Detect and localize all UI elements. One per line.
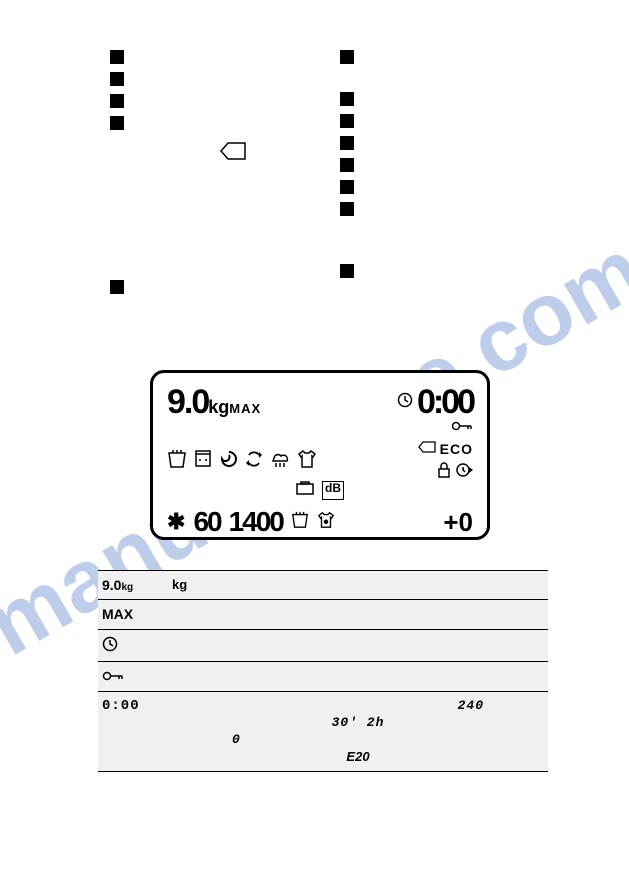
bullet-item (340, 264, 354, 278)
row-clock-icon (102, 636, 172, 655)
back-pentagon-icon (418, 440, 436, 458)
time-value: 0:00 (417, 383, 473, 422)
back-pentagon-icon (220, 142, 246, 165)
clock-icon (397, 392, 413, 413)
asterisk-icon: ✱ (167, 509, 185, 535)
bullet-item (110, 94, 124, 108)
shirt-stain-icon (317, 511, 335, 534)
row-max-icon: MAX (102, 606, 172, 622)
bullet-item (110, 72, 124, 86)
bullets-section (0, 50, 629, 320)
steam-cloud-icon (269, 449, 291, 474)
refresh-icon (245, 449, 263, 474)
table-row (98, 630, 548, 662)
row-load-label: kg (172, 577, 544, 592)
softener-box-icon (193, 449, 213, 474)
display-panel: 9.0kgMAX 0:00 (150, 370, 490, 540)
delay-icon (455, 462, 473, 483)
table-row: 9.0kg kg (98, 570, 548, 600)
mid-icons-row: dB (167, 481, 473, 500)
row-key-icon (102, 668, 172, 684)
spin-spiral-icon (219, 449, 239, 474)
row-load-icon: 9.0kg (102, 577, 172, 593)
load-max-label: MAX (229, 401, 261, 416)
row-time-icon: 0:00 (102, 698, 172, 714)
bullet-item (110, 116, 124, 130)
bullet-item (110, 50, 124, 64)
table-row (98, 662, 548, 692)
db-icon: dB (322, 481, 344, 500)
row-load-value: 9.0 (102, 577, 121, 593)
bullet-item (340, 114, 354, 128)
load-value: 9.0 (167, 383, 208, 421)
example-0: 0 (232, 732, 241, 747)
bullet-item (110, 280, 124, 294)
bullet-item (340, 158, 354, 172)
legend-table: 9.0kg kg MAX 0:00 240 30' 2h 0 E20 (98, 570, 548, 772)
bullet-item (340, 202, 354, 216)
bullet-item (340, 180, 354, 194)
bullet-item (340, 92, 354, 106)
temperature-value: 60 (193, 506, 220, 538)
bullet-item (340, 136, 354, 150)
shirt-icon (297, 449, 317, 474)
table-row: MAX (98, 600, 548, 630)
lock-icon (437, 462, 451, 483)
row-time-examples: 240 30' 2h 0 E20 (172, 698, 544, 764)
bullet-column-right (340, 50, 354, 286)
example-e20: E20 (346, 749, 369, 764)
example-240: 240 (458, 698, 484, 713)
example-30-2h: 30' 2h (332, 715, 385, 730)
prewash-tub-small-icon (291, 511, 309, 534)
load-indicator: 9.0kgMAX (167, 383, 261, 422)
prewash-tub-icon (167, 449, 187, 474)
spin-value: 1400 (229, 506, 283, 538)
bullet-item (340, 50, 354, 64)
bullet-column-left (110, 50, 124, 138)
table-row: 0:00 240 30' 2h 0 E20 (98, 692, 548, 772)
drum-square-icon (296, 481, 314, 500)
key-icon (451, 418, 473, 436)
eco-label: ECO (440, 441, 473, 457)
option-icons-row (167, 449, 317, 474)
load-unit: kg (208, 397, 229, 417)
row-load-unit: kg (121, 582, 133, 593)
bullet-column-left-bottom (110, 280, 124, 302)
extra-value: +0 (443, 507, 473, 538)
